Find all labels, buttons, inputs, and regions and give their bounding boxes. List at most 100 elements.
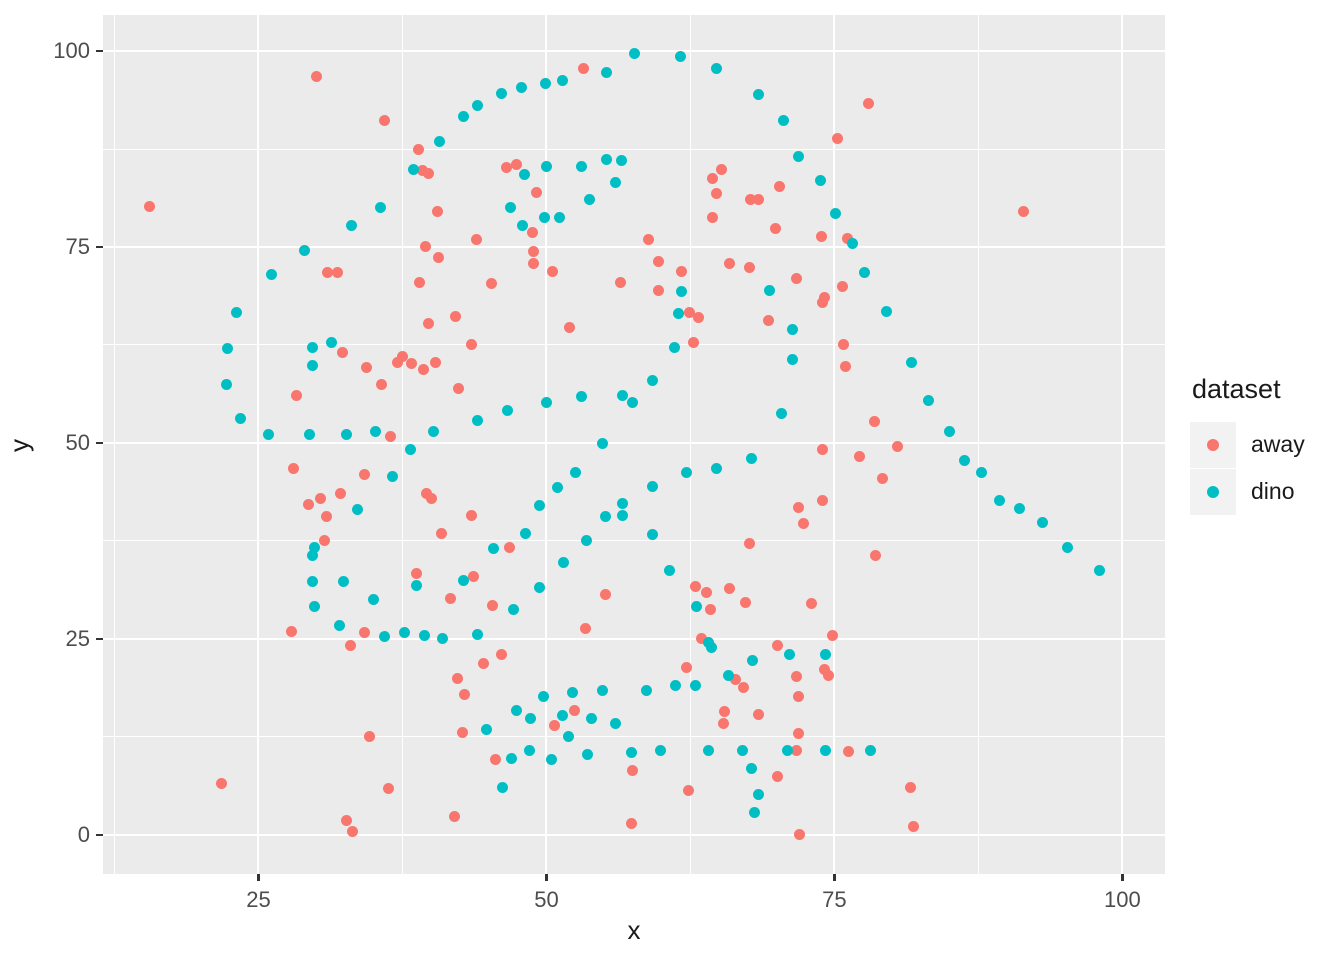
data-point-away [816, 231, 828, 243]
gridline-y-minor [103, 344, 1165, 346]
data-point-dino [534, 500, 546, 512]
data-point-away [414, 276, 426, 288]
data-point-dino [303, 428, 315, 440]
data-point-dino [553, 211, 565, 223]
data-point-dino [410, 580, 422, 592]
data-point-dino [265, 268, 277, 280]
data-point-dino [749, 806, 761, 818]
data-point-dino [610, 177, 622, 189]
data-point-away [363, 731, 375, 743]
data-point-away [449, 311, 461, 323]
gridline-y-major [103, 441, 1165, 444]
data-point-dino [880, 305, 892, 317]
data-point-dino [540, 396, 552, 408]
data-point-dino [368, 594, 380, 606]
legend-entry-away: away [1190, 421, 1340, 468]
x-tick-label: 50 [534, 887, 559, 912]
data-point-away [322, 266, 334, 278]
data-point-away [358, 468, 370, 480]
data-point-dino [1061, 541, 1073, 553]
data-point-dino [597, 685, 609, 697]
data-point-dino [231, 307, 243, 319]
data-point-away [361, 362, 373, 374]
data-point-dino [540, 160, 552, 172]
data-point-dino [458, 110, 470, 122]
data-point-away [577, 62, 589, 74]
data-point-dino [386, 471, 398, 483]
data-point-dino [552, 482, 564, 494]
data-point-away [626, 817, 638, 829]
data-point-away [417, 363, 429, 375]
data-point-dino [575, 391, 587, 403]
data-point-away [337, 346, 349, 358]
data-point-dino [669, 680, 681, 692]
data-point-away [302, 498, 314, 510]
data-point-dino [524, 713, 536, 725]
data-point-away [838, 338, 850, 350]
data-point-dino [1014, 503, 1026, 515]
data-point-dino [959, 455, 971, 467]
data-point-away [790, 272, 802, 284]
data-point-away [421, 487, 433, 499]
data-point-dino [545, 754, 557, 766]
data-point-away [315, 493, 327, 505]
data-point-away [704, 604, 716, 616]
data-point-dino [220, 379, 232, 391]
data-point-away [689, 580, 701, 592]
data-point-dino [378, 631, 390, 643]
data-point-away [681, 661, 693, 673]
data-point-away [614, 276, 626, 288]
legend-dot-dino [1207, 485, 1219, 498]
data-point-away [773, 181, 785, 193]
data-point-dino [599, 511, 611, 523]
data-point-away [724, 257, 736, 269]
data-point-away [431, 206, 443, 218]
data-point-dino [616, 509, 628, 521]
legend-label: dino [1251, 478, 1295, 504]
gridline-x-minor [689, 15, 691, 874]
data-point-away [841, 232, 853, 244]
data-point-dino [338, 576, 350, 588]
data-point-dino [307, 359, 319, 371]
data-point-away [1017, 206, 1029, 218]
data-point-away [652, 256, 664, 268]
data-point-dino [681, 467, 693, 479]
legend-key [1190, 468, 1236, 515]
data-point-away [456, 727, 468, 739]
data-point-away [793, 728, 805, 740]
data-point-dino [221, 343, 233, 355]
data-point-dino [515, 82, 527, 94]
data-point-away [459, 689, 471, 701]
data-point-dino [674, 51, 686, 63]
data-point-dino [722, 670, 734, 682]
data-point-away [683, 307, 695, 319]
data-point-dino [583, 194, 595, 206]
data-point-dino [923, 395, 935, 407]
data-point-away [706, 212, 718, 224]
data-point-dino [309, 601, 321, 613]
data-point-away [580, 623, 592, 635]
data-point-away [453, 383, 465, 395]
data-point-dino [993, 495, 1005, 507]
data-point-dino [519, 169, 531, 181]
data-point-away [869, 416, 881, 428]
data-point-dino [781, 745, 793, 757]
data-point-away [863, 98, 875, 110]
data-point-dino [557, 710, 569, 722]
data-point-dino [375, 202, 387, 214]
data-point-away [468, 571, 480, 583]
data-point-away [599, 588, 611, 600]
data-point-away [425, 493, 437, 505]
data-point-away [840, 360, 852, 372]
data-point-away [143, 200, 155, 212]
x-tick-mark [1121, 874, 1124, 881]
data-point-dino [664, 565, 676, 577]
data-point-away [770, 223, 782, 235]
data-point-away [793, 690, 805, 702]
data-point-dino [333, 620, 345, 632]
data-point-dino [627, 397, 639, 409]
data-point-dino [793, 150, 805, 162]
x-tick-mark [545, 874, 548, 881]
data-point-away [817, 443, 829, 455]
data-point-dino [585, 713, 597, 725]
